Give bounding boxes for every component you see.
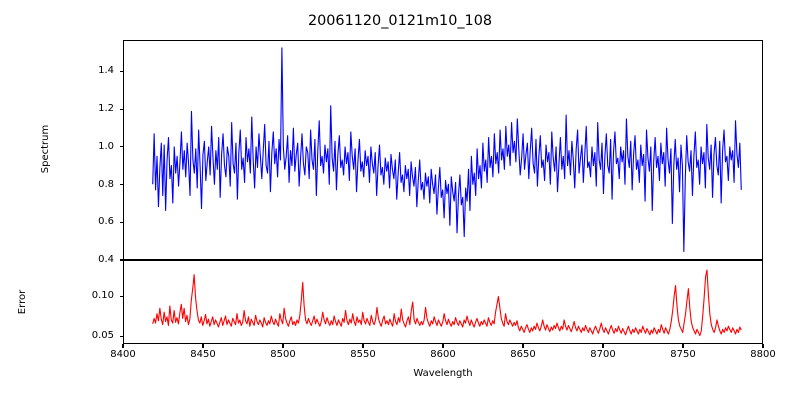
x-tick-mark	[682, 344, 684, 348]
x-tick-label: 8700	[590, 349, 616, 360]
y-tick-label-spectrum: 0.4	[98, 254, 114, 265]
x-tick-mark	[602, 344, 604, 348]
x-tick-mark	[762, 344, 764, 348]
x-tick-mark	[442, 344, 444, 348]
y-tick-mark-error	[119, 335, 123, 337]
page-title: 20061120_0121m10_108	[307, 13, 493, 29]
error-series	[124, 261, 762, 343]
x-tick-label: 8400	[110, 349, 136, 360]
y-tick-label-error: 0.10	[91, 290, 114, 302]
x-tick-mark	[282, 344, 284, 348]
y-tick-label-error: 0.05	[91, 330, 114, 342]
y-tick-label-spectrum: 0.8	[98, 178, 114, 190]
spectrum-axis-label: Spectrum	[40, 124, 51, 174]
error-axis-label: Error	[17, 289, 28, 315]
y-tick-mark-spectrum	[119, 108, 123, 110]
x-tick-label: 8500	[270, 349, 296, 360]
y-tick-label-spectrum: 1.4	[98, 65, 114, 77]
y-tick-mark-spectrum	[119, 259, 123, 261]
y-tick-label-spectrum: 1.0	[98, 140, 114, 152]
x-tick-label: 8600	[430, 349, 456, 360]
x-tick-label: 8650	[510, 349, 536, 360]
error-plot-area	[123, 260, 763, 344]
y-tick-mark-spectrum	[119, 221, 123, 223]
x-tick-mark	[522, 344, 524, 348]
x-tick-label: 8550	[350, 349, 376, 360]
spectrum-plot-area	[123, 40, 763, 260]
x-tick-mark	[202, 344, 204, 348]
y-tick-mark-spectrum	[119, 184, 123, 186]
y-tick-label-spectrum: 1.2	[98, 103, 114, 115]
x-tick-label: 8800	[750, 349, 776, 360]
y-tick-mark-error	[119, 295, 123, 297]
x-tick-label: 8750	[670, 349, 696, 360]
y-tick-mark-spectrum	[119, 70, 123, 72]
x-tick-label: 8450	[190, 349, 216, 360]
spectrum-series	[124, 41, 762, 259]
x-tick-mark	[122, 344, 124, 348]
x-tick-mark	[362, 344, 364, 348]
y-tick-mark-spectrum	[119, 146, 123, 148]
wavelength-axis-label: Wavelength	[413, 368, 473, 379]
y-tick-label-spectrum: 0.6	[98, 216, 114, 228]
